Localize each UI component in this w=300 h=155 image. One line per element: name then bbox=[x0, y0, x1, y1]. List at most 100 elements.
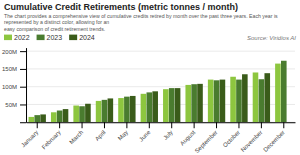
bar bbox=[57, 111, 63, 123]
y-tick-mark bbox=[20, 51, 26, 52]
x-tick-label: February bbox=[41, 129, 62, 150]
bar bbox=[264, 73, 270, 122]
bar bbox=[63, 109, 69, 122]
bar bbox=[175, 88, 181, 122]
legend-item: 2022 bbox=[4, 34, 30, 41]
x-tick-label: December bbox=[262, 129, 286, 153]
legend-item: 2024 bbox=[69, 34, 95, 41]
bar bbox=[118, 98, 124, 122]
bar bbox=[236, 80, 242, 123]
bar bbox=[197, 84, 203, 122]
x-tick-mark bbox=[238, 122, 239, 128]
bar bbox=[141, 94, 147, 122]
bar bbox=[147, 92, 153, 122]
grid-line bbox=[26, 68, 295, 69]
bar-series bbox=[40, 73, 270, 122]
x-tick-mark bbox=[261, 122, 262, 128]
x-tick-label: August bbox=[179, 129, 197, 147]
x-tick: March bbox=[68, 122, 84, 145]
legend-swatch bbox=[37, 35, 45, 41]
bar bbox=[96, 101, 102, 122]
x-tick-label: May bbox=[117, 129, 129, 141]
x-tick-mark bbox=[194, 122, 195, 128]
title: Cumulative Credit Retirements (metric to… bbox=[4, 2, 238, 12]
bar bbox=[130, 96, 136, 122]
y-tick-label: 150M bbox=[2, 66, 17, 72]
x-tick-label: April bbox=[94, 129, 107, 142]
x-tick: September bbox=[194, 122, 219, 154]
bar bbox=[40, 114, 46, 122]
y-tick-mark bbox=[20, 69, 26, 70]
y-tick bbox=[20, 122, 26, 123]
bar bbox=[34, 115, 40, 122]
y-tick: 150M bbox=[2, 66, 26, 72]
bar bbox=[185, 85, 191, 122]
x-tick-mark bbox=[37, 122, 38, 128]
bars bbox=[29, 61, 287, 122]
bar bbox=[79, 106, 85, 122]
x-tick: February bbox=[41, 122, 62, 150]
x-tick-mark bbox=[283, 122, 284, 128]
bar bbox=[287, 122, 293, 123]
x-tick: June bbox=[138, 122, 152, 142]
subtitle: The chart provides a comprehensive view … bbox=[4, 13, 278, 32]
y-tick-mark bbox=[20, 104, 26, 105]
legend-swatch bbox=[4, 35, 12, 41]
y-tick: 200M bbox=[2, 49, 26, 55]
x-axis-line bbox=[27, 122, 296, 123]
x-tick: May bbox=[117, 122, 129, 141]
x-tick: July bbox=[162, 122, 174, 141]
x-tick: April bbox=[94, 122, 107, 142]
bar bbox=[73, 106, 79, 123]
x-tick: November bbox=[240, 122, 264, 153]
legend-label: 2023 bbox=[47, 34, 63, 41]
x-tick-label: January bbox=[20, 129, 39, 148]
bar bbox=[275, 64, 281, 123]
x-tick-label: June bbox=[138, 129, 152, 143]
x-tick-mark bbox=[216, 122, 217, 128]
x-tick: October bbox=[222, 122, 241, 148]
bar bbox=[29, 117, 35, 122]
bar bbox=[102, 100, 108, 122]
chart: Cumulative Credit Retirements (metric to… bbox=[0, 0, 300, 155]
x-tick-mark bbox=[82, 122, 83, 128]
legend-item: 2023 bbox=[37, 34, 63, 41]
x-axis: JanuaryFebruary March April May June July Augu… bbox=[20, 122, 295, 154]
y-axis-line bbox=[26, 48, 27, 123]
bar bbox=[253, 72, 259, 122]
x-tick-mark bbox=[104, 122, 105, 128]
x-tick-mark bbox=[59, 122, 60, 128]
grid bbox=[26, 51, 295, 122]
y-tick: 50M bbox=[5, 102, 26, 108]
bar bbox=[108, 98, 114, 122]
bar bbox=[51, 112, 57, 122]
y-tick-label: 50M bbox=[5, 102, 17, 108]
y-tick: 100M bbox=[2, 84, 26, 90]
bar bbox=[163, 89, 169, 122]
subtitle-line: easy comparison of credit retirement tre… bbox=[4, 26, 105, 32]
y-axis: 50M 100M 150M 200M bbox=[2, 48, 27, 123]
bar bbox=[152, 91, 158, 122]
bar-series bbox=[29, 64, 281, 123]
legend-swatch bbox=[69, 35, 77, 41]
x-tick-mark bbox=[171, 122, 172, 128]
bar bbox=[191, 84, 197, 122]
bar bbox=[124, 97, 130, 123]
legend-label: 2022 bbox=[14, 34, 30, 41]
bar bbox=[85, 104, 91, 122]
bar bbox=[259, 79, 265, 122]
bar bbox=[230, 77, 236, 122]
y-tick-label: 200M bbox=[2, 49, 17, 55]
bar-series bbox=[34, 61, 286, 122]
legend-label: 2024 bbox=[79, 34, 95, 41]
subtitle-line: represented by a distinct color, allowin… bbox=[4, 19, 109, 25]
x-tick-label: July bbox=[162, 129, 174, 141]
bar bbox=[208, 80, 214, 123]
bar bbox=[281, 61, 287, 122]
x-tick-label: November bbox=[240, 129, 264, 153]
x-tick: August bbox=[179, 122, 197, 146]
x-tick: January bbox=[20, 122, 39, 148]
x-tick-label: March bbox=[68, 129, 84, 145]
bar bbox=[169, 88, 175, 122]
subtitle-line: The chart provides a comprehensive view … bbox=[4, 13, 278, 19]
